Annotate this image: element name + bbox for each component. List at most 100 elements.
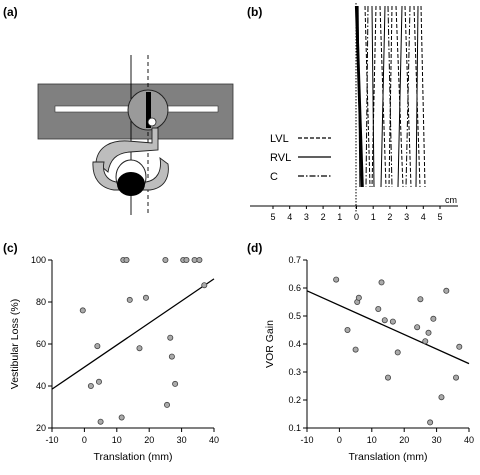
data-point-1	[79, 307, 86, 314]
x-axis-title: Translation (mm)	[94, 451, 173, 463]
x-tick-label-5: 40	[209, 435, 219, 445]
scale-tick-label-10: 5	[437, 212, 442, 222]
y-axis-title: VOR Gain	[264, 320, 276, 368]
scale-unit: cm	[445, 195, 457, 205]
data-point-15	[425, 329, 432, 336]
y-tick-label-3: 0.4	[288, 339, 301, 349]
subject-hand	[147, 117, 157, 127]
y-tick-label-2: 0.3	[288, 367, 301, 377]
data-point-9	[126, 296, 133, 303]
panel-c-label: (c)	[3, 241, 18, 255]
data-point-6	[375, 305, 382, 312]
trace-18	[420, 5, 426, 188]
x-tick-label-0: -10	[300, 435, 313, 445]
data-point-19	[443, 287, 450, 294]
data-point-3	[94, 343, 101, 350]
x-tick-label-4: 30	[432, 435, 442, 445]
subject-hair	[117, 172, 145, 196]
data-point-5	[355, 294, 362, 301]
data-point-21	[201, 282, 208, 289]
chart-vor-gain: -10 0 10 20 30 40 0.1 0.2 0.3 0.4 0.5 0.6 0.7 Transla…	[264, 255, 474, 463]
trace-15	[405, 5, 411, 188]
scale-tick-label-5: 0	[354, 212, 359, 222]
disc-marker	[146, 92, 151, 128]
data-point-8	[123, 256, 130, 263]
scale-tick-label-7: 2	[387, 212, 392, 222]
x-tick-label-1: 0	[82, 435, 87, 445]
data-point-6	[118, 414, 125, 421]
data-point-18	[438, 394, 445, 401]
subject-arm	[95, 127, 159, 173]
data-point-21	[456, 343, 463, 350]
data-point-4	[95, 378, 102, 385]
y-tick-label-6: 0.7	[288, 255, 301, 265]
data-point-9	[384, 374, 391, 381]
panel-c: (c) -10 0 10 20 30 40 20 40 60 80 100 Translation (…	[3, 241, 219, 463]
y-tick-label-3: 80	[36, 297, 46, 307]
data-point-20	[453, 374, 460, 381]
y-axis-title: Vestibular Loss (%)	[9, 299, 21, 389]
data-point-18	[183, 256, 190, 263]
trace-4	[364, 5, 371, 188]
scale-tick-label-8: 3	[404, 212, 409, 222]
data-point-12	[162, 256, 169, 263]
data-point-2	[344, 326, 351, 333]
data-point-14	[422, 338, 429, 345]
data-point-10	[389, 318, 396, 325]
scale-tick-label-9: 4	[421, 212, 426, 222]
data-point-16	[427, 419, 434, 426]
scale-ticks: 5 4 3 2 1 0 1 2 3 4 5	[270, 206, 443, 222]
x-tick-label-2: 10	[367, 435, 377, 445]
data-point-13	[164, 401, 171, 408]
chart-vestibular-loss: -10 0 10 20 30 40 20 40 60 80 100 Translation (mm) V…	[9, 255, 219, 463]
scale-tick-label-3: 2	[321, 212, 326, 222]
panel-b-label: (b)	[247, 5, 262, 19]
x-tick-label-5: 40	[464, 435, 474, 445]
y-tick-label-1: 0.2	[288, 395, 301, 405]
data-point-20	[196, 256, 203, 263]
data-point-13	[417, 296, 424, 303]
data-point-11	[394, 349, 401, 356]
trace-3	[357, 5, 361, 188]
x-tick-label-4: 30	[177, 435, 187, 445]
panel-a-label: (a)	[3, 5, 18, 19]
legend: LVL RVL C	[270, 133, 331, 183]
scale-tick-label-0: 5	[270, 212, 275, 222]
head-trajectory-traces	[354, 5, 426, 188]
trace-5	[365, 5, 369, 188]
x-tick-label-1: 0	[337, 435, 342, 445]
rail-slot-right	[163, 105, 219, 113]
y-tick-label-0: 0.1	[288, 423, 301, 433]
legend-lvl-label: LVL	[270, 133, 289, 145]
subject-shoulders	[92, 156, 169, 191]
y-tick-label-5: 0.6	[288, 283, 301, 293]
data-point-1	[333, 276, 340, 283]
data-point-10	[136, 345, 143, 352]
y-tick-label-4: 100	[31, 255, 46, 265]
panel-b: (b) LVL RVL C 5 4 3 2 1 0 1 2 3 4 5 cm	[247, 3, 458, 222]
x-tick-label-2: 10	[112, 435, 122, 445]
scale-tick-label-1: 4	[287, 212, 292, 222]
x-tick-label-3: 20	[144, 435, 154, 445]
trace-14	[404, 5, 412, 188]
panel-d-label: (d)	[247, 241, 262, 255]
scale-tick-label-4: 1	[337, 212, 342, 222]
y-tick-label-1: 40	[36, 381, 46, 391]
data-point-2	[87, 382, 94, 389]
trace-17	[415, 5, 419, 188]
trace-11	[388, 5, 393, 188]
y-tick-label-2: 60	[36, 339, 46, 349]
data-point-17	[430, 315, 437, 322]
data-point-14	[167, 334, 174, 341]
y-tick-label-4: 0.5	[288, 311, 301, 321]
x-tick-label-0: -10	[45, 435, 58, 445]
y-tick-label-0: 20	[36, 423, 46, 433]
scale-tick-label-2: 3	[304, 212, 309, 222]
data-point-3	[352, 346, 359, 353]
trace-13	[397, 5, 403, 188]
x-tick-label-3: 20	[399, 435, 409, 445]
data-point-15	[168, 353, 175, 360]
regression-line	[306, 290, 470, 365]
trace-9	[380, 5, 386, 188]
